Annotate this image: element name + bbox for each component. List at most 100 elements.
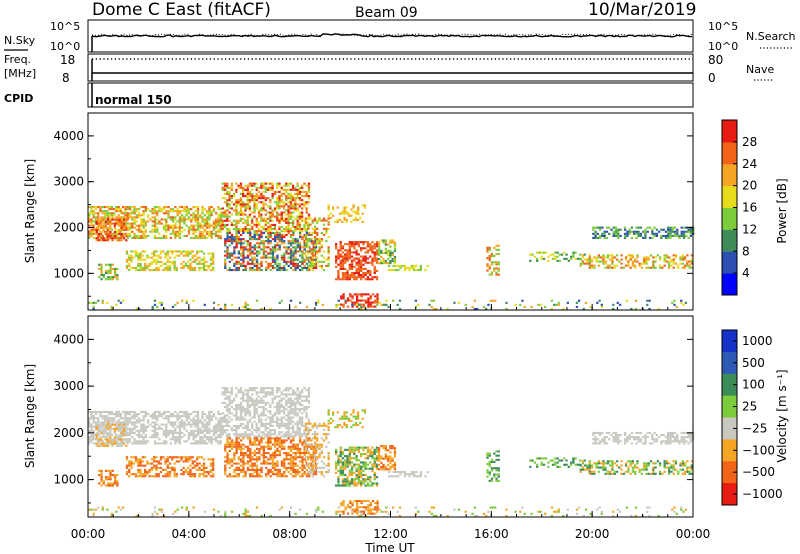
velocity-echo-cell (189, 456, 192, 459)
power-echo-cell (296, 203, 299, 206)
power-echo-cell (258, 246, 261, 249)
velocity-echo-cell (125, 425, 128, 428)
velocity-echo-cell (226, 437, 229, 440)
velocity-echo-cell (113, 436, 116, 439)
power-echo-cell (303, 266, 306, 269)
power-echo-cell (122, 228, 126, 231)
power-echo-cell (103, 222, 107, 225)
power-echo-cell (271, 211, 274, 214)
power-echo-cell (212, 208, 216, 211)
power-echo-cell (283, 258, 286, 261)
power-echo-cell (240, 233, 243, 236)
power-echo-cell (242, 254, 245, 257)
power-echo-cell (373, 253, 376, 256)
power-echo-cell (287, 228, 290, 231)
power-echo-cell (278, 233, 281, 236)
power-echo-cell (652, 266, 655, 269)
power-echo-cell (547, 255, 550, 258)
velocity-echo-cell (255, 475, 259, 478)
power-echo-cell (373, 265, 376, 268)
power-echo-cell (384, 247, 387, 250)
power-echo-cell (156, 236, 159, 239)
power-echo-cell (126, 206, 129, 209)
power-echo-cell (514, 303, 517, 306)
power-echo-cell (230, 182, 233, 185)
power-echo-cell (287, 211, 290, 214)
power-echo-cell (102, 222, 105, 225)
power-echo-cell (301, 238, 304, 241)
velocity-echo-cell (260, 447, 263, 450)
velocity-echo-cell (205, 466, 208, 469)
velocity-echo-cell (264, 418, 267, 421)
velocity-echo-cell (191, 462, 194, 465)
velocity-echo-cell (228, 433, 231, 436)
power-echo-cell (393, 258, 397, 261)
power-echo-cell (192, 299, 195, 302)
power-echo-cell (669, 226, 672, 229)
power-echo-cell (128, 214, 132, 217)
velocity-echo-cell (224, 447, 227, 450)
power-echo-cell (375, 253, 379, 256)
velocity-echo-cell (117, 421, 120, 424)
power-echo-cell (647, 266, 650, 269)
velocity-echo-cell (253, 452, 256, 455)
power-echo-cell (242, 217, 245, 220)
power-echo-cell (291, 211, 295, 214)
velocity-echo-cell (200, 456, 203, 459)
power-echo-cell (366, 272, 370, 275)
power-echo-cell (588, 254, 591, 257)
velocity-echo-cell (287, 420, 290, 423)
velocity-echo-cell (118, 436, 121, 439)
power-echo-cell (651, 228, 654, 231)
power-echo-cell (285, 233, 288, 236)
velocity-echo-cell (276, 437, 279, 440)
power-echo-cell (183, 216, 186, 219)
velocity-echo-cell (267, 443, 270, 446)
velocity-echo-cell (160, 442, 163, 445)
power-echo-cell (344, 276, 347, 279)
velocity-echo-cell (244, 427, 247, 430)
power-echo-cell (497, 267, 500, 270)
velocity-echo-cell (153, 417, 157, 420)
power-echo-cell (307, 213, 311, 216)
power-echo-cell (244, 240, 247, 243)
power-echo-cell (291, 205, 295, 208)
velocity-echo-cell (262, 389, 265, 392)
power-echo-cell (278, 269, 281, 272)
power-echo-cell (242, 252, 245, 255)
power-ytick-label: 2000 (53, 221, 84, 235)
power-echo-cell (260, 262, 263, 265)
power-echo-cell (369, 269, 372, 272)
velocity-echo-cell (301, 416, 304, 419)
velocity-echo-cell (201, 413, 204, 416)
velocity-echo-cell (88, 410, 91, 413)
power-echo-cell (294, 266, 297, 269)
velocity-echo-cell (223, 401, 227, 404)
velocity-echo-cell (264, 408, 267, 411)
power-echo-cell (382, 303, 386, 306)
velocity-echo-cell (249, 468, 252, 471)
power-echo-cell (171, 208, 175, 211)
search-label: N.Search (746, 30, 796, 43)
velocity-echo-cell (130, 456, 133, 459)
velocity-echo-cell (133, 438, 136, 441)
power-echo-cell (285, 246, 288, 249)
velocity-echo-cell (90, 436, 93, 439)
power-echo-cell (358, 307, 361, 310)
velocity-echo-cell (97, 442, 100, 445)
power-echo-cell (584, 301, 588, 304)
power-echo-cell (235, 240, 238, 243)
velocity-echo-cell (230, 401, 233, 404)
power-echo-cell (165, 218, 168, 221)
velocity-echo-cell (165, 442, 168, 445)
power-echo-cell (106, 230, 109, 233)
power-echo-cell (221, 182, 224, 185)
power-echo-cell (341, 247, 345, 250)
power-echo-cell (285, 199, 288, 202)
power-echo-cell (107, 263, 110, 266)
power-echo-cell (280, 299, 284, 302)
velocity-echo-cell (301, 422, 304, 425)
power-echo-cell (153, 224, 157, 227)
power-echo-cell (248, 230, 252, 233)
power-echo-cell (246, 262, 250, 265)
